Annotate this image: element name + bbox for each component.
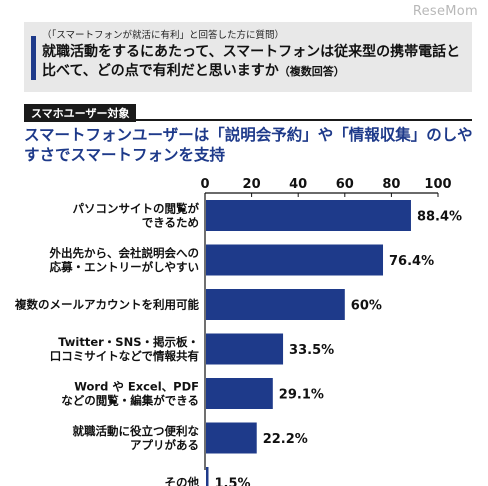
x-tick-label: 0	[200, 177, 209, 192]
bar-value-label: 60%	[351, 299, 382, 314]
bar-value-label: 29.1%	[279, 388, 324, 403]
question-suffix: （複数回答）	[278, 65, 345, 78]
bar	[206, 378, 273, 409]
bar	[206, 200, 411, 231]
bar	[206, 244, 384, 276]
target-badge: スマホユーザー対象	[24, 104, 137, 122]
bar-value-label: 33.5%	[289, 343, 334, 358]
x-tick-label: 60	[336, 177, 354, 192]
question-accent-bar	[31, 36, 36, 80]
question-note: （「スマートフォンが就活に有利」と回答した方に質問）	[42, 30, 284, 41]
category-label: パソコンサイトの閲覧が	[73, 202, 200, 216]
category-label: できるため	[142, 216, 199, 230]
x-tick-label: 100	[424, 177, 451, 192]
category-label: Word や Excel、PDF	[74, 380, 199, 394]
category-label: アプリがある	[130, 438, 199, 452]
watermark-logo: ReseMom	[412, 4, 478, 19]
category-label: 複数のメールアカウントを利用可能	[14, 298, 199, 312]
question-box: （「スマートフォンが就活に有利」と回答した方に質問） 就職活動をするにあたって、…	[24, 22, 472, 92]
bar	[206, 467, 209, 486]
bar-value-label: 88.4%	[417, 210, 462, 225]
category-label: 就職活動に役立つ便利な	[73, 424, 200, 438]
category-label: 外出先から、会社説明会への	[49, 246, 200, 260]
x-tick-label: 20	[243, 177, 261, 192]
category-label: Twitter・SNS・掲示板・	[58, 335, 199, 349]
chart-headline: スマートフォンユーザーは「説明会予約」や「情報収集」のしやすさでスマートフォンを…	[24, 126, 473, 164]
bar	[206, 289, 345, 320]
target-divider	[24, 119, 472, 121]
question-text: 就職活動をするにあたって、スマートフォンは従来型の携帯電話と比べて、どの点で有利…	[42, 43, 468, 81]
bar-value-label: 76.4%	[389, 254, 434, 269]
category-label: 口コミサイトなどで情報共有	[50, 349, 200, 363]
category-label: 応募・エントリーがしやすい	[50, 260, 199, 274]
category-label: その他	[165, 476, 200, 486]
category-label: などの閲覧・編集ができる	[61, 394, 199, 408]
bar	[206, 333, 284, 365]
x-tick-label: 40	[289, 177, 307, 192]
bar-value-label: 1.5%	[214, 477, 250, 486]
bar-value-label: 22.2%	[263, 432, 308, 447]
question-main: 就職活動をするにあたって、スマートフォンは従来型の携帯電話と比べて、どの点で有利…	[42, 44, 461, 79]
x-tick-label: 80	[382, 177, 400, 192]
bar	[206, 422, 257, 454]
